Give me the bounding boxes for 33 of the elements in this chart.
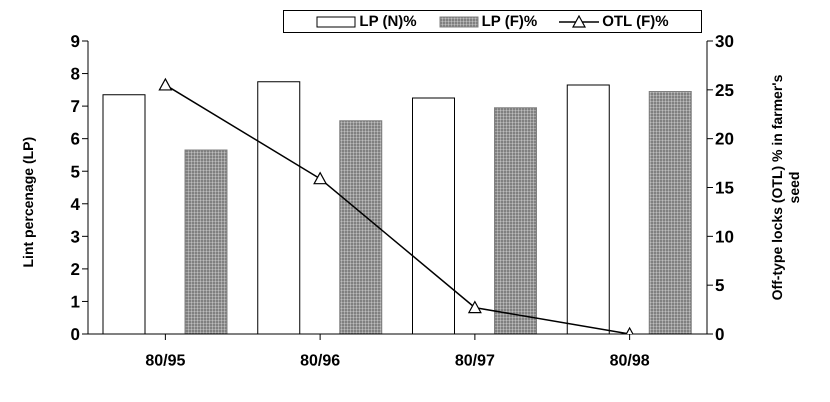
y-tick-label: 9	[70, 32, 80, 52]
y-tick-label: 4	[70, 194, 81, 214]
legend-label: OTL (F)%	[602, 13, 669, 30]
bar	[648, 90, 692, 334]
y2-tick-label: 10	[715, 227, 734, 246]
point	[314, 172, 327, 184]
y-tick-label: 7	[70, 97, 80, 116]
y-axis-title: Lint percenage (LP)	[20, 136, 36, 268]
point	[158, 78, 172, 91]
legend-label: LP (F)%	[482, 13, 538, 30]
bar	[184, 150, 228, 334]
y-tick-label: 3	[70, 227, 80, 246]
y2-tick-label: 30	[715, 32, 734, 52]
y-tick-label: 1	[70, 292, 80, 312]
y2-tick-label: 5	[715, 276, 724, 296]
bar	[339, 120, 382, 334]
x-tick-label: 80/95	[145, 352, 186, 370]
y2-axis-title: Off-type locks (OTL) % in farmer's seed	[769, 74, 802, 300]
x-tick-label: 80/98	[610, 352, 650, 370]
y-tick-label: 8	[70, 64, 80, 84]
y2-tick-label: 15	[715, 178, 734, 198]
legend-label: LP (N)%	[359, 13, 417, 30]
y2-tick-label: 0	[715, 325, 724, 344]
x-tick-label: 80/96	[300, 352, 340, 370]
y2-tick-label: 25	[715, 80, 734, 100]
y-tick-label: 6	[70, 130, 80, 149]
bar	[494, 107, 537, 334]
x-tick-label: 80/97	[454, 352, 495, 370]
y-tick-label: 2	[70, 260, 80, 279]
y-tick-label: 5	[70, 162, 80, 182]
point	[468, 301, 482, 314]
y2-tick-label: 20	[715, 130, 734, 149]
y-tick-label: 0	[70, 325, 80, 344]
